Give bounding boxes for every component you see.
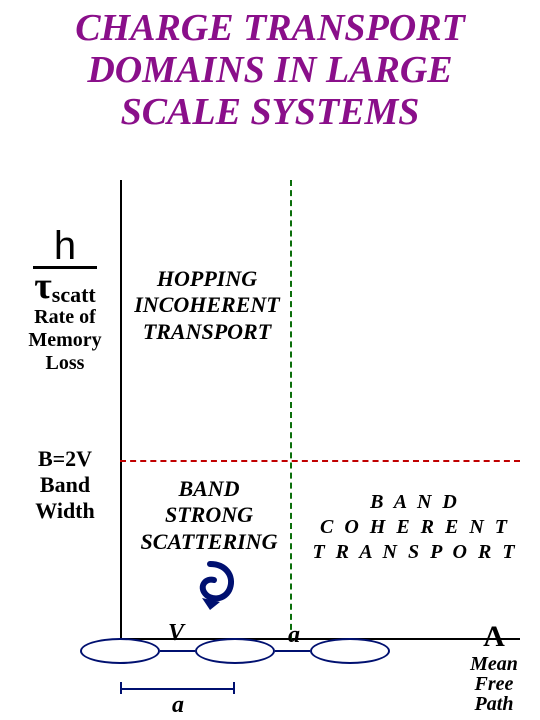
swirl-arrow-icon bbox=[190, 560, 240, 616]
dim-tick-right bbox=[233, 682, 235, 694]
title-line-1: CHARGE TRANSPORT bbox=[0, 8, 540, 50]
dim-tick-left bbox=[120, 682, 122, 694]
hopping-v-label: V bbox=[168, 620, 184, 647]
region-band-strong: BAND STRONG SCATTERING bbox=[124, 476, 294, 555]
phase-diagram bbox=[120, 180, 520, 660]
lattice-site-1 bbox=[80, 638, 160, 664]
horizontal-divider bbox=[120, 460, 520, 462]
title-line-2: DOMAINS IN LARGE bbox=[0, 50, 540, 92]
vertical-divider bbox=[290, 180, 292, 640]
bandwidth-label-3: Width bbox=[18, 498, 112, 524]
coherent-line-2: C O H E R E N T bbox=[300, 515, 530, 540]
bandwidth-label-2: Band bbox=[18, 472, 112, 498]
hopping-line-2: INCOHERENT bbox=[122, 292, 292, 318]
rate-label-1: Rate of bbox=[10, 306, 120, 329]
bandwidth-label-1: B=2V bbox=[18, 446, 112, 472]
hopping-bond-2 bbox=[275, 650, 310, 652]
bandstrong-line-1: BAND bbox=[124, 476, 294, 502]
lambda-symbol: Λ bbox=[452, 620, 536, 654]
hopping-bond-1 bbox=[160, 650, 195, 652]
mfp-line-1: Mean bbox=[452, 654, 536, 674]
y-label-bottom: B=2V Band Width bbox=[18, 446, 112, 524]
y-axis bbox=[120, 180, 122, 640]
lattice-a-label-top: a bbox=[288, 622, 300, 649]
region-band-coherent: B A N D C O H E R E N T T R A N S P O R … bbox=[300, 490, 530, 565]
tau-subscript: scatt bbox=[52, 282, 96, 307]
y-label-top: h τscatt Rate of Memory Loss bbox=[10, 226, 120, 375]
lattice-spacing-dim bbox=[120, 688, 235, 690]
region-hopping: HOPPING INCOHERENT TRANSPORT bbox=[122, 266, 292, 345]
tau-symbol: τ bbox=[34, 265, 52, 307]
hbar-symbol: h bbox=[54, 224, 76, 268]
coherent-line-1: B A N D bbox=[300, 490, 530, 515]
rate-label-3: Loss bbox=[10, 352, 120, 375]
mfp-line-3: Path bbox=[452, 694, 536, 714]
lattice-site-2 bbox=[195, 638, 275, 664]
hopping-line-3: TRANSPORT bbox=[122, 319, 292, 345]
mfp-line-2: Free bbox=[452, 674, 536, 694]
rate-label-2: Memory bbox=[10, 329, 120, 352]
hopping-line-1: HOPPING bbox=[122, 266, 292, 292]
page-title: CHARGE TRANSPORT DOMAINS IN LARGE SCALE … bbox=[0, 0, 540, 133]
bandstrong-line-3: SCATTERING bbox=[124, 529, 294, 555]
mean-free-path-label: Λ Mean Free Path bbox=[452, 620, 536, 714]
title-line-3: SCALE SYSTEMS bbox=[0, 92, 540, 134]
bandstrong-line-2: STRONG bbox=[124, 502, 294, 528]
coherent-line-3: T R A N S P O R T bbox=[300, 540, 530, 565]
lattice-a-label-bottom: a bbox=[172, 692, 184, 719]
lattice-site-3 bbox=[310, 638, 390, 664]
